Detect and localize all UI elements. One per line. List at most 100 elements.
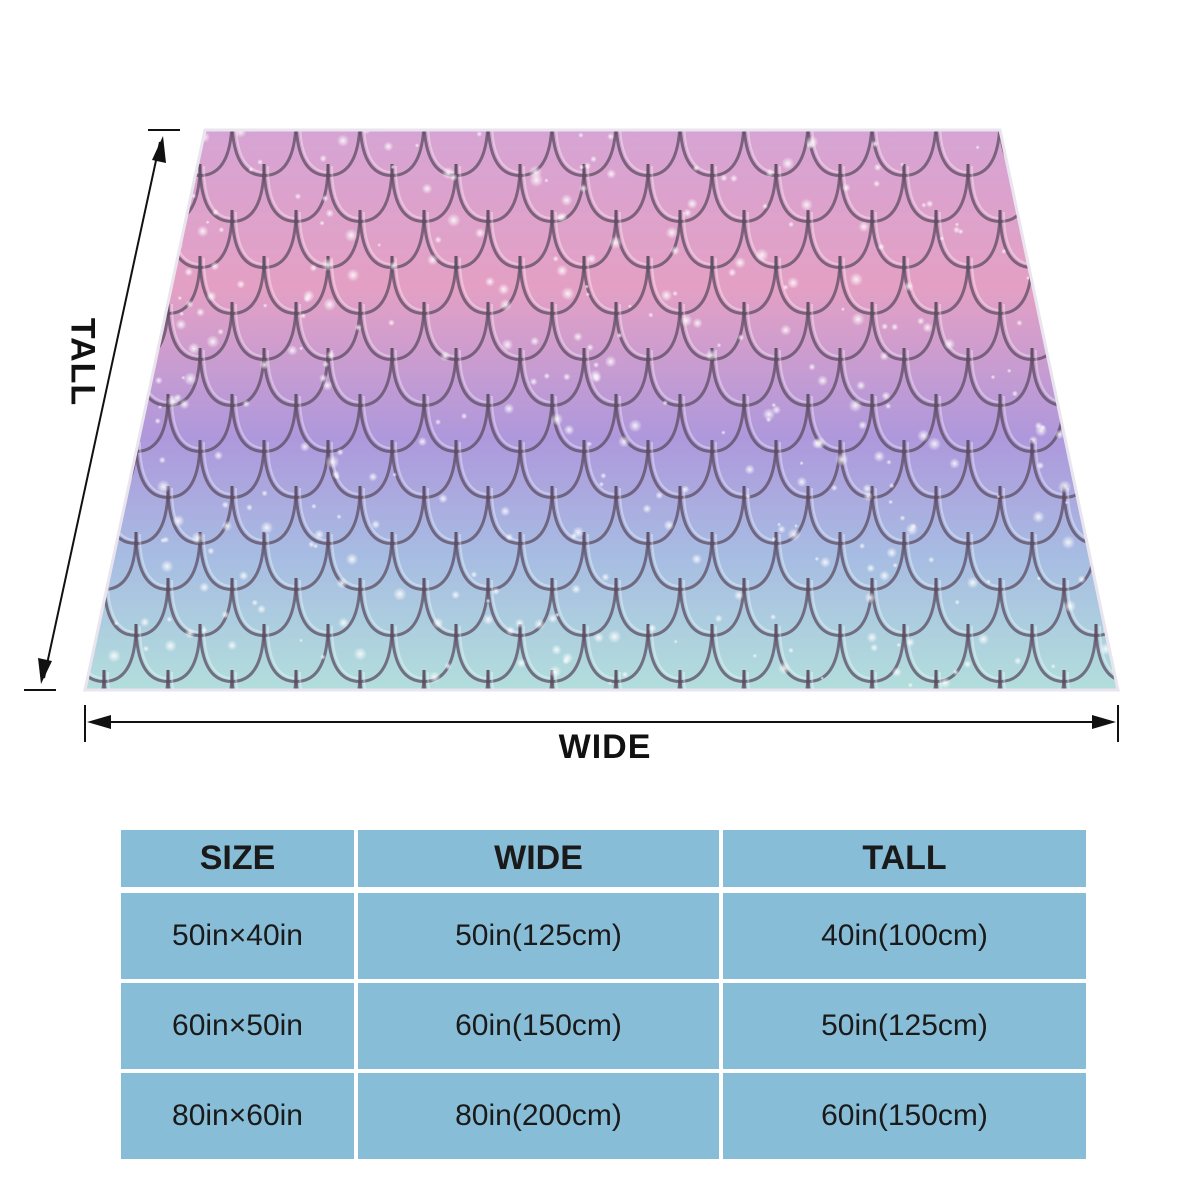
glitter-sparkle (439, 350, 451, 362)
scale-highlight (1003, 395, 1033, 450)
glitter-sparkle (858, 420, 868, 430)
glitter-sparkle (158, 456, 166, 464)
glitter-sparkle (167, 159, 181, 172)
glitter-sparkle (1049, 181, 1056, 188)
glitter-sparkle (311, 503, 317, 510)
scale-highlight (779, 533, 809, 588)
glitter-sparkle (977, 633, 990, 645)
glitter-sparkle (346, 268, 360, 282)
scale-highlight (363, 579, 393, 634)
glitter-sparkle (85, 245, 92, 253)
glitter-sparkle (1036, 461, 1045, 470)
glitter-sparkle (185, 299, 194, 309)
glitter-sparkle (1087, 307, 1096, 317)
glitter-sparkle (957, 228, 964, 235)
glitter-sparkle (338, 617, 350, 629)
glitter-sparkle (1110, 226, 1116, 233)
scale-highlight (619, 671, 649, 690)
glitter-sparkle (314, 529, 325, 540)
scale-highlight (619, 303, 649, 358)
glitter-sparkle (863, 491, 873, 502)
glitter-sparkle (434, 418, 442, 426)
scale-outline (1128, 578, 1192, 636)
glitter-sparkle (179, 398, 190, 410)
glitter-sparkle (811, 438, 823, 450)
glitter-sparkle (320, 654, 326, 660)
glitter-sparkle (628, 419, 642, 433)
scale-highlight (683, 579, 713, 634)
glitter-sparkle (890, 323, 899, 331)
glitter-sparkle (300, 312, 307, 319)
glitter-sparkle (881, 323, 889, 330)
glitter-sparkle (1121, 376, 1127, 382)
scale-highlight (1035, 165, 1065, 220)
scale-highlight (939, 130, 969, 174)
scale-highlight (363, 211, 393, 266)
scale-outline (1160, 624, 1200, 682)
glitter-sparkle (326, 350, 336, 360)
glitter-sparkle (390, 164, 396, 170)
glitter-sparkle (1006, 368, 1012, 374)
glitter-sparkle (426, 254, 439, 266)
scale-highlight (1132, 212, 1160, 264)
glitter-sparkle (765, 168, 775, 178)
glitter-sparkle (387, 319, 395, 327)
glitter-sparkle (781, 157, 795, 170)
glitter-sparkle (691, 553, 703, 565)
glitter-sparkle (670, 245, 680, 256)
glitter-sparkle (377, 243, 382, 247)
glitter-sparkle (879, 351, 889, 361)
scale-outline (8, 532, 72, 590)
scale-highlight (875, 303, 905, 358)
glitter-sparkle (1050, 663, 1056, 669)
glitter-sparkle (157, 405, 163, 410)
glitter-sparkle (325, 454, 340, 469)
glitter-sparkle (503, 403, 515, 415)
glitter-sparkle (817, 375, 829, 387)
glitter-sparkle (556, 264, 568, 277)
scale-highlight (1132, 580, 1160, 632)
glitter-sparkle (851, 312, 865, 326)
glitter-sparkle (673, 639, 678, 644)
scale-highlight (651, 257, 681, 312)
glitter-sparkle (500, 506, 511, 517)
glitter-sparkle (665, 226, 678, 239)
glitter-sparkle (177, 295, 183, 301)
scale-highlight (1132, 304, 1160, 356)
glitter-sparkle (598, 481, 605, 487)
scale-highlight (331, 441, 361, 496)
glitter-sparkle (162, 536, 170, 544)
scale-highlight (235, 303, 265, 358)
glitter-sparkle (642, 504, 652, 514)
glitter-sparkle (1025, 276, 1031, 281)
glitter-sparkle (593, 361, 600, 368)
glitter-sparkle (949, 458, 961, 469)
glitter-sparkle (107, 500, 114, 507)
glitter-sparkle (210, 261, 220, 271)
glitter-sparkle (392, 587, 407, 601)
glitter-sparkle (1051, 221, 1058, 227)
glitter-sparkle (1034, 424, 1048, 437)
scale-highlight (971, 441, 1001, 496)
glitter-sparkle (245, 504, 253, 511)
scale-highlight (1164, 442, 1192, 494)
glitter-sparkle (864, 592, 876, 604)
glitter-sparkle (116, 269, 126, 279)
glitter-sparkle (1016, 319, 1023, 327)
glitter-sparkle (354, 323, 362, 332)
scale-highlight (875, 671, 905, 690)
glitter-sparkle (788, 647, 794, 654)
glitter-sparkle (1057, 338, 1071, 352)
glitter-sparkle (922, 322, 933, 333)
scale-highlight (619, 487, 649, 542)
blanket-surface (85, 130, 1118, 690)
glitter-sparkle (899, 515, 906, 522)
glitter-sparkle (917, 429, 930, 443)
glitter-sparkle (227, 640, 238, 651)
scale-highlight (1003, 303, 1033, 358)
glitter-sparkle (259, 360, 270, 370)
scale-highlight (715, 625, 745, 680)
size-table: SIZE WIDE TALL 50in×40in 50in(125cm) 40in(100… (121, 830, 1086, 1160)
scale-highlight (587, 625, 617, 680)
glitter-sparkle (166, 394, 180, 408)
